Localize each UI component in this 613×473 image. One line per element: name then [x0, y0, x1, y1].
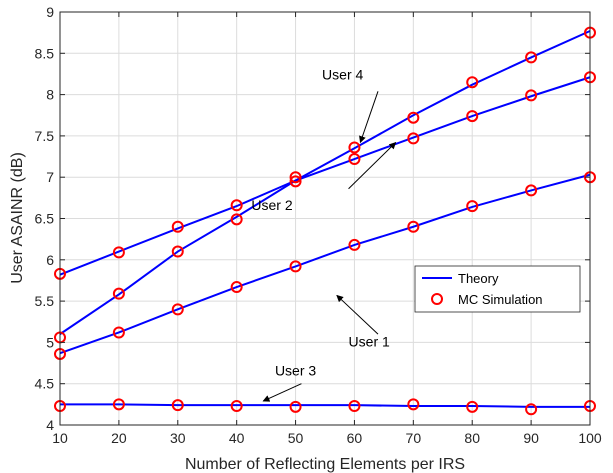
mc-marker-user2 [348, 153, 361, 166]
theory-line-user4 [59, 30, 591, 335]
y-tick-label: 9 [46, 4, 54, 20]
y-tick-label: 8.5 [35, 45, 55, 61]
annotation-arrow-user-3 [262, 383, 302, 402]
y-tick-label: 5 [46, 334, 54, 350]
mc-marker-user1 [230, 281, 243, 294]
mc-marker-user2 [525, 89, 538, 102]
mc-marker-user2 [230, 199, 243, 212]
y-tick-label: 8 [46, 87, 54, 103]
annotations: User 4 User 2 User 1 User 3 [251, 67, 397, 402]
mc-marker-user4 [407, 111, 420, 124]
annotation-label-user-3: User 3 [275, 362, 316, 378]
mc-marker-user3 [289, 400, 302, 413]
mc-marker-user4 [289, 171, 302, 184]
x-tick-label: 60 [347, 430, 363, 446]
x-tick-label: 30 [170, 430, 186, 446]
mc-marker-user1 [466, 200, 479, 213]
mc-marker-user1 [407, 220, 420, 233]
mc-marker-user2 [466, 110, 479, 123]
y-tick-label: 5.5 [35, 293, 55, 309]
legend-box [414, 265, 581, 313]
y-tick-label: 6.5 [35, 211, 55, 227]
x-axis-label: Number of Reflecting Elements per IRS [185, 456, 465, 473]
legend-mc-marker-sample [431, 293, 443, 305]
annotation-label-user-4: User 4 [322, 67, 363, 83]
x-tick-label: 100 [578, 430, 602, 446]
mc-marker-user2 [407, 132, 420, 145]
y-tick-label: 4 [46, 417, 54, 433]
x-tick-label: 80 [464, 430, 480, 446]
annotation-arrow-user-1 [336, 294, 379, 335]
ticks [59, 11, 591, 426]
legend: Theory MC Simulation [414, 265, 581, 313]
mc-marker-user3 [230, 400, 243, 413]
mc-marker-user3 [466, 400, 479, 413]
theory-line-user3 [60, 403, 590, 408]
mc-marker-user4 [171, 245, 184, 258]
mc-marker-user3 [407, 398, 420, 411]
mc-marker-user1 [112, 326, 125, 339]
mc-marker-user2 [171, 220, 184, 233]
tick-labels: 10 20 30 40 50 60 70 80 90 100 4 4.5 5 5.5 6 6.5 7 7.5 8 8.… [35, 4, 602, 446]
mc-marker-user4 [230, 213, 243, 226]
mc-marker-user2 [289, 175, 302, 188]
annotation-label-user-1: User 1 [349, 334, 390, 350]
y-axis-label: User ASAINR (dB) [9, 152, 26, 284]
theory-line-user2 [59, 76, 591, 276]
x-tick-label: 90 [523, 430, 539, 446]
mc-marker-user3 [112, 398, 125, 411]
x-tick-label: 50 [288, 430, 304, 446]
legend-theory-label: Theory [458, 271, 499, 286]
x-tick-label: 70 [406, 430, 422, 446]
y-tick-label: 7 [46, 169, 54, 185]
y-tick-label: 7.5 [35, 128, 55, 144]
mc-marker-user1 [525, 184, 538, 197]
annotation-arrow-user-4 [359, 91, 379, 144]
mc-marker-user4 [112, 287, 125, 300]
mc-marker-user4 [348, 141, 361, 154]
mc-marker-user3 [171, 399, 184, 412]
mc-marker-user1 [289, 260, 302, 273]
annotation-label-user-2: User 2 [251, 197, 292, 213]
x-tick-label: 40 [229, 430, 245, 446]
y-tick-label: 6 [46, 252, 54, 268]
mc-marker-user4 [525, 51, 538, 64]
mc-marker-user2 [112, 246, 125, 259]
annotation-arrow-user-2 [348, 142, 397, 190]
y-tick-label: 4.5 [35, 376, 55, 392]
legend-mc-label: MC Simulation [458, 292, 543, 307]
mc-marker-user4 [466, 76, 479, 89]
series-lines [59, 30, 591, 408]
x-tick-label: 10 [52, 430, 68, 446]
mc-marker-user1 [348, 238, 361, 251]
mc-marker-user3 [348, 400, 361, 413]
mc-marker-user1 [171, 303, 184, 316]
x-tick-label: 20 [111, 430, 127, 446]
mc-marker-user3 [525, 403, 538, 416]
theory-line-user1 [59, 173, 591, 355]
